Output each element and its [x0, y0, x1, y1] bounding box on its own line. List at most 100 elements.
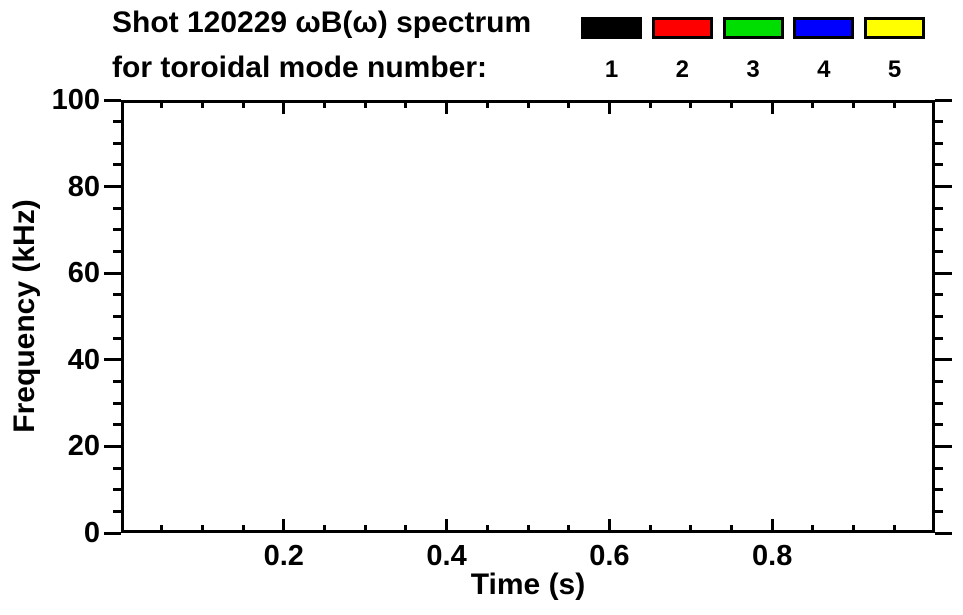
- x-minor-tick-bottom: [892, 525, 896, 530]
- y-tick-label: 20: [67, 430, 100, 463]
- y-minor-tick-right: [935, 379, 943, 383]
- y-minor-tick-left: [113, 206, 121, 210]
- x-minor-tick-bottom: [811, 525, 815, 530]
- x-minor-tick-top: [811, 103, 815, 108]
- x-minor-tick-top: [241, 103, 245, 108]
- y-minor-tick-right: [935, 466, 943, 470]
- y-major-tick-right: [935, 531, 952, 535]
- legend-label-2: 2: [675, 56, 689, 83]
- x-minor-tick-top: [852, 103, 856, 108]
- y-minor-tick-right: [935, 488, 943, 492]
- x-major-tick-top: [282, 103, 286, 114]
- y-minor-tick-right: [935, 315, 943, 318]
- x-minor-tick-top: [404, 103, 408, 108]
- x-minor-tick-bottom: [526, 525, 530, 530]
- y-minor-tick-left: [113, 293, 121, 297]
- legend-swatch-3: [722, 17, 784, 39]
- y-minor-tick-right: [935, 206, 943, 210]
- x-minor-tick-top: [648, 103, 652, 108]
- x-minor-tick-top: [689, 103, 693, 108]
- legend-label-5: 5: [887, 56, 902, 83]
- y-major-tick-right: [935, 271, 952, 275]
- y-axis-label: Frequency (kHz): [8, 199, 41, 433]
- y-minor-tick-left: [113, 336, 121, 340]
- x-minor-tick-bottom: [689, 525, 693, 530]
- y-minor-tick-right: [935, 141, 943, 145]
- x-minor-tick-top: [567, 103, 571, 108]
- y-minor-tick-left: [113, 228, 121, 232]
- x-minor-tick-top: [323, 103, 326, 108]
- y-minor-tick-left: [113, 141, 121, 145]
- x-minor-tick-top: [730, 103, 733, 108]
- y-minor-tick-right: [935, 293, 943, 297]
- legend-label-3: 3: [746, 56, 760, 83]
- y-minor-tick-left: [113, 163, 121, 167]
- x-minor-tick-bottom: [485, 525, 489, 530]
- y-minor-tick-left: [113, 423, 121, 427]
- x-minor-tick-top: [526, 103, 530, 108]
- plot-area: [121, 100, 935, 533]
- x-tick-label: 0.2: [263, 540, 304, 572]
- x-minor-tick-bottom: [241, 525, 245, 530]
- y-minor-tick-right: [935, 163, 943, 167]
- x-minor-tick-top: [200, 103, 204, 108]
- y-major-tick-right: [935, 185, 952, 189]
- x-minor-tick-bottom: [200, 525, 204, 530]
- y-tick-label: 60: [67, 257, 100, 290]
- x-minor-tick-bottom: [160, 525, 164, 530]
- y-major-tick-left: [104, 98, 121, 102]
- y-tick-label: 100: [51, 84, 100, 116]
- y-minor-tick-left: [113, 120, 121, 124]
- y-minor-tick-left: [113, 509, 121, 513]
- y-minor-tick-left: [113, 466, 121, 470]
- x-minor-tick-bottom: [404, 525, 408, 530]
- y-minor-tick-right: [935, 228, 943, 232]
- legend-swatch-1: [581, 17, 642, 39]
- x-tick-label: 0.6: [589, 540, 630, 572]
- x-minor-tick-bottom: [730, 525, 733, 530]
- y-minor-tick-right: [935, 250, 943, 254]
- y-major-tick-right: [935, 444, 952, 448]
- x-minor-tick-top: [160, 103, 164, 108]
- chart-subtitle: for toroidal mode number:: [112, 51, 487, 84]
- legend-label-1: 1: [604, 56, 619, 83]
- x-minor-tick-bottom: [852, 525, 856, 530]
- y-minor-tick-right: [935, 401, 943, 405]
- y-major-tick-left: [104, 185, 121, 189]
- x-minor-tick-bottom: [323, 525, 326, 530]
- y-minor-tick-left: [113, 250, 121, 254]
- y-minor-tick-right: [935, 509, 943, 513]
- x-major-tick-top: [607, 103, 611, 114]
- x-major-tick-top: [770, 103, 774, 114]
- x-major-tick-bottom: [607, 519, 611, 530]
- x-minor-tick-top: [363, 103, 367, 108]
- y-major-tick-left: [104, 444, 121, 448]
- y-major-tick-right: [935, 358, 952, 362]
- y-minor-tick-right: [935, 120, 943, 124]
- x-major-tick-bottom: [445, 519, 449, 530]
- legend-swatch-4: [793, 17, 855, 39]
- x-minor-tick-top: [485, 103, 489, 108]
- y-minor-tick-left: [113, 401, 121, 405]
- y-major-tick-left: [104, 531, 121, 535]
- y-tick-label: 40: [67, 343, 100, 376]
- y-major-tick-right: [935, 98, 952, 102]
- x-minor-tick-bottom: [648, 525, 652, 530]
- y-minor-tick-left: [113, 488, 121, 492]
- legend-label-4: 4: [817, 56, 831, 83]
- chart-title: Shot 120229 ωB(ω) spectrum: [112, 6, 532, 39]
- y-minor-tick-left: [113, 379, 121, 383]
- x-minor-tick-bottom: [363, 525, 367, 530]
- y-major-tick-left: [104, 271, 121, 275]
- y-minor-tick-right: [935, 336, 943, 340]
- x-major-tick-top: [445, 103, 449, 114]
- x-tick-label: 0.4: [426, 540, 467, 572]
- x-minor-tick-top: [892, 103, 896, 108]
- x-major-tick-bottom: [770, 519, 774, 530]
- x-tick-label: 0.8: [752, 540, 793, 572]
- y-tick-label: 80: [67, 170, 100, 203]
- x-minor-tick-bottom: [567, 525, 571, 530]
- y-tick-label: 0: [83, 517, 100, 549]
- y-minor-tick-left: [113, 315, 121, 318]
